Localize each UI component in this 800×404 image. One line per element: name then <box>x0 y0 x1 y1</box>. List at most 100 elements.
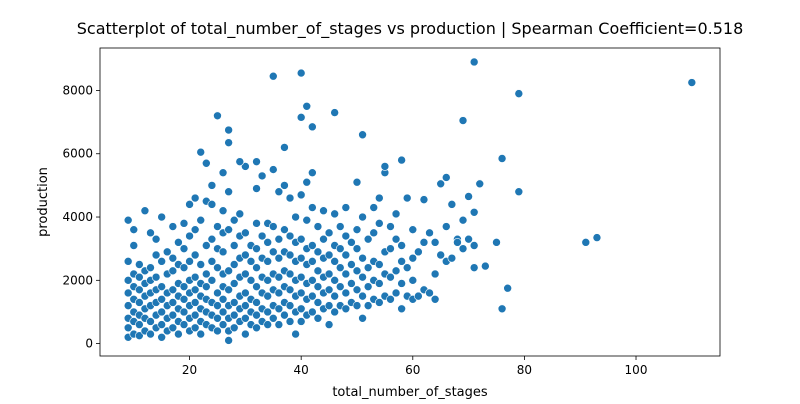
data-point <box>341 250 351 260</box>
data-point <box>285 231 295 241</box>
data-point <box>241 162 250 171</box>
data-point <box>296 253 306 263</box>
data-point <box>168 285 178 295</box>
data-point <box>241 288 250 298</box>
data-point <box>481 261 490 271</box>
data-point <box>363 234 373 244</box>
data-point <box>274 253 284 263</box>
data-point <box>218 206 228 216</box>
data-point <box>268 247 278 257</box>
data-point <box>308 276 317 285</box>
data-point <box>352 301 362 310</box>
data-point <box>324 250 334 260</box>
data-point <box>213 326 222 336</box>
data-point <box>352 244 362 253</box>
data-point <box>296 234 306 244</box>
data-point <box>224 266 233 276</box>
data-point <box>218 168 228 178</box>
data-point <box>252 219 261 228</box>
data-point <box>391 266 401 276</box>
data-point <box>408 225 418 234</box>
data-point <box>296 272 306 282</box>
data-point <box>296 113 306 122</box>
x-axis-label: total_number_of_stages <box>332 385 488 400</box>
data-point <box>268 71 278 81</box>
data-point <box>369 203 379 212</box>
data-point <box>330 307 339 317</box>
data-point <box>157 307 166 317</box>
data-point <box>135 272 144 282</box>
data-point <box>447 253 457 263</box>
data-point <box>352 177 362 187</box>
data-point <box>257 231 267 241</box>
data-point <box>174 238 183 247</box>
data-point <box>514 89 524 98</box>
data-point <box>458 215 468 225</box>
data-point <box>179 244 189 253</box>
data-point <box>179 320 189 329</box>
data-point <box>441 173 451 182</box>
data-point <box>229 310 239 320</box>
data-point <box>291 212 300 222</box>
data-point <box>280 225 289 234</box>
data-point <box>224 336 233 345</box>
data-point <box>436 179 445 189</box>
data-point <box>224 138 233 147</box>
data-point <box>263 276 272 285</box>
data-point <box>252 184 261 193</box>
data-point <box>274 288 284 298</box>
data-point <box>324 320 334 329</box>
data-point <box>229 260 239 269</box>
data-point <box>324 285 334 295</box>
data-point <box>218 320 228 329</box>
data-point <box>190 225 200 234</box>
data-point <box>330 257 339 266</box>
data-point <box>174 329 183 339</box>
data-point <box>229 279 239 288</box>
data-point <box>213 313 222 323</box>
data-point <box>514 187 524 197</box>
data-point <box>397 304 406 314</box>
data-point <box>313 282 323 291</box>
data-point <box>291 329 300 339</box>
data-point <box>430 294 440 304</box>
data-point <box>146 317 155 326</box>
data-point <box>464 192 473 201</box>
data-point <box>330 276 339 285</box>
data-point <box>447 200 457 209</box>
data-point <box>213 111 222 121</box>
data-point <box>224 125 233 135</box>
data-point <box>135 320 144 329</box>
data-point <box>123 288 133 298</box>
data-point <box>391 288 401 298</box>
data-point <box>157 282 166 291</box>
data-point <box>157 212 166 222</box>
data-point <box>302 101 312 111</box>
x-tick-label: 80 <box>517 363 532 377</box>
data-point <box>213 222 222 231</box>
data-point <box>146 228 155 238</box>
data-point <box>419 238 429 247</box>
data-point <box>341 304 351 314</box>
data-point <box>375 260 384 269</box>
data-point <box>469 241 479 250</box>
data-point <box>207 257 217 266</box>
data-point <box>274 187 284 197</box>
data-point <box>503 283 512 293</box>
data-point <box>391 209 401 219</box>
data-point <box>241 228 250 238</box>
data-point <box>179 282 189 291</box>
data-point <box>207 181 217 190</box>
data-point <box>196 329 206 339</box>
data-point <box>157 294 166 304</box>
data-point <box>358 253 367 263</box>
data-point <box>263 257 272 266</box>
data-point <box>335 244 345 253</box>
data-point <box>402 263 412 272</box>
data-point <box>375 219 384 228</box>
data-point <box>369 228 379 238</box>
data-point <box>218 307 228 317</box>
data-point <box>168 323 178 333</box>
data-point <box>168 266 178 276</box>
